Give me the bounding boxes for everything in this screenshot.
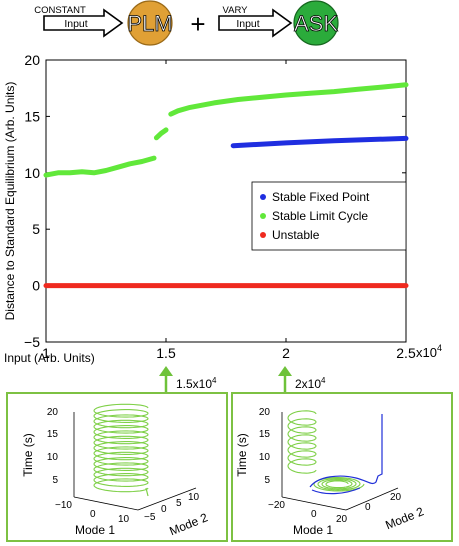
inset-1-x-axis bbox=[73, 496, 139, 511]
inset-2-y-tick: 20 bbox=[390, 492, 402, 503]
inset-1-y-tick: 5 bbox=[176, 498, 182, 509]
y-tick-label: 5 bbox=[32, 221, 40, 237]
callout-label-2: 2x104 bbox=[295, 376, 326, 391]
inset-1-frame bbox=[6, 392, 228, 542]
vary-input-label: Input bbox=[236, 18, 259, 30]
y-tick-label: 15 bbox=[24, 108, 40, 124]
legend-marker-unstable bbox=[260, 232, 266, 238]
inset-1-y-tick: −5 bbox=[144, 512, 156, 523]
series-limit-cycle-segment bbox=[153, 127, 169, 141]
inset-1-y-tick: 0 bbox=[161, 504, 167, 515]
inset-2-y-axis bbox=[345, 487, 399, 511]
header-diagram: CONSTANT Input PLM + VARY Input ASK bbox=[34, 0, 339, 46]
x-tick-label: 2 bbox=[282, 345, 290, 361]
y-tick-label: 20 bbox=[24, 52, 40, 68]
y-tick-label: −5 bbox=[24, 334, 40, 350]
constant-input-arrow-icon bbox=[43, 8, 124, 38]
inset-1-tail bbox=[145, 487, 149, 497]
vary-label: VARY bbox=[223, 5, 249, 16]
inset-2-z-tick: 10 bbox=[259, 452, 271, 463]
callout-arrow-2-head-icon bbox=[278, 366, 292, 376]
inset-2-blue-base bbox=[311, 487, 361, 495]
callout-arrow-1-head-icon bbox=[159, 366, 173, 376]
inset-2-x-axis bbox=[281, 496, 347, 511]
inset-2-green-base bbox=[313, 477, 365, 492]
inset-1-z-tick: 20 bbox=[47, 407, 59, 418]
inset-1-z-tick: 15 bbox=[47, 429, 59, 440]
constant-input-label: Input bbox=[64, 18, 87, 30]
main-chart: −5 0 5 10 15 20 1 1.5 2 2.5 Distance to Standard… bbox=[3, 52, 442, 365]
y-tick-label: 0 bbox=[32, 278, 40, 294]
legend-marker-fixed-point bbox=[260, 194, 266, 200]
legend: Stable Fixed Point Stable Limit Cycle Un… bbox=[251, 181, 407, 251]
callout-label-1: 1.5x104 bbox=[176, 376, 217, 391]
inset-2-y-tick: 0 bbox=[365, 502, 371, 513]
series-layer bbox=[43, 82, 409, 289]
inset-panel-2: 20 15 10 5 Time (s) −20 0 20 Mode 1 0 20… bbox=[231, 392, 453, 542]
inset-2-green-spiral bbox=[287, 410, 317, 474]
inset-1-y-axis bbox=[137, 487, 197, 511]
x-multiplier-base: x10 bbox=[416, 345, 437, 360]
inset-2-frame bbox=[231, 392, 453, 542]
inset-panel-1: 20 15 10 5 Time (s) −10 0 10 Mode 1 −5 0… bbox=[6, 392, 228, 542]
vary-input-arrow-icon bbox=[218, 8, 293, 38]
series-limit-cycle-segment bbox=[43, 155, 157, 178]
x-axis-label: Input (Arb. Units) bbox=[4, 351, 95, 365]
inset-1-x-tick: 10 bbox=[118, 514, 130, 525]
x-tick-label: 2.5 bbox=[396, 345, 416, 361]
inset-1-helix bbox=[93, 403, 149, 493]
y-axis-label: Distance to Standard Equilibrium (Arb. U… bbox=[3, 82, 17, 321]
inset-2-z-tick: 20 bbox=[259, 407, 271, 418]
legend-box bbox=[251, 181, 407, 251]
inset-2-z-tick: 15 bbox=[259, 429, 271, 440]
inset-1-x-tick: 0 bbox=[90, 509, 96, 520]
inset-1-x-label: Mode 1 bbox=[75, 523, 115, 537]
ask-circle-icon bbox=[293, 0, 339, 46]
inset-1-z-label: Time (s) bbox=[21, 433, 35, 477]
inset-1-z-tick: 5 bbox=[52, 475, 58, 486]
inset-2-blue-trajectory bbox=[309, 414, 383, 488]
inset-2-x-tick: 0 bbox=[311, 509, 317, 520]
plm-circle-icon bbox=[127, 0, 173, 46]
inset-2-x-tick: −20 bbox=[268, 500, 285, 511]
ask-label: ASK bbox=[294, 11, 338, 36]
plus-sign: + bbox=[190, 9, 205, 39]
series-limit-cycle-segment bbox=[168, 82, 409, 117]
constant-label: CONSTANT bbox=[34, 5, 86, 16]
inset-2-z-label: Time (s) bbox=[235, 433, 249, 477]
x-tick-label: 1 bbox=[42, 345, 50, 361]
inset-2-x-label: Mode 1 bbox=[293, 523, 333, 537]
inset-1-z-tick: 10 bbox=[47, 452, 59, 463]
x-axis-ticks: 1 1.5 2 2.5 bbox=[42, 60, 416, 361]
legend-label-unstable: Unstable bbox=[272, 228, 320, 242]
inset-2-trajectory bbox=[287, 410, 383, 495]
legend-label-fixed-point: Stable Fixed Point bbox=[272, 190, 370, 204]
legend-marker-limit-cycle bbox=[260, 213, 266, 219]
plm-label: PLM bbox=[127, 11, 172, 36]
x-tick-label: 1.5 bbox=[156, 345, 176, 361]
inset-2-z-tick: 5 bbox=[264, 475, 270, 486]
inset-1-trajectory bbox=[93, 403, 149, 497]
legend-label-limit-cycle: Stable Limit Cycle bbox=[272, 209, 368, 223]
x-multiplier: x104 bbox=[416, 343, 442, 360]
x-multiplier-exponent: 4 bbox=[437, 343, 442, 353]
inset-1-y-tick: 10 bbox=[188, 492, 200, 503]
y-tick-label: 10 bbox=[24, 165, 40, 181]
callout-arrows: 1.5x104 2x104 bbox=[159, 366, 326, 392]
inset-1-x-tick: −10 bbox=[55, 500, 72, 511]
series-fixed-point-line bbox=[230, 135, 409, 149]
y-axis-ticks: −5 0 5 10 15 20 bbox=[24, 52, 406, 350]
inset-2-x-tick: 20 bbox=[336, 514, 348, 525]
